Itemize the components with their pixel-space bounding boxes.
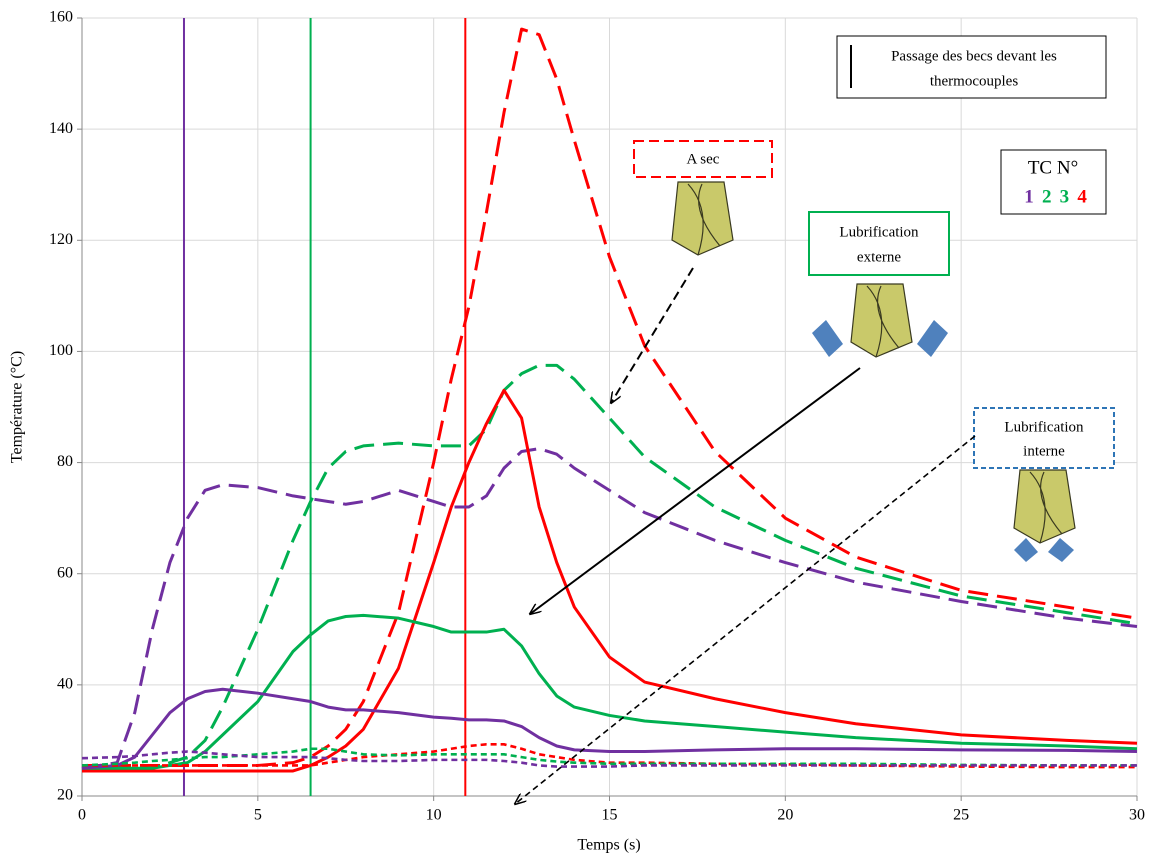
series-line — [81, 750, 1137, 768]
x-tick-label: 20 — [777, 807, 793, 824]
box — [808, 211, 950, 276]
annotation-text: Lubrification — [1004, 419, 1084, 435]
nozzle — [1014, 538, 1038, 562]
nozzle — [917, 320, 948, 357]
drill-flute — [1029, 471, 1063, 544]
drill-flute — [866, 285, 900, 358]
series-line — [81, 747, 1137, 767]
x-tick-label: 10 — [426, 807, 442, 824]
annotation-text: interne — [1023, 443, 1065, 459]
annotation-text: A sec — [687, 151, 720, 167]
x-tick-label: 5 — [254, 807, 262, 824]
annotation-text: Passage des becs devant les — [891, 48, 1057, 64]
arrow — [530, 367, 861, 614]
y-tick-label: 140 — [49, 120, 73, 137]
drill-flute — [687, 183, 721, 256]
drill-icon — [1013, 469, 1076, 562]
y-tick-label: 80 — [57, 453, 73, 470]
legend-label: 1 — [1024, 186, 1034, 207]
x-tick-label: 15 — [602, 807, 618, 824]
series-line — [82, 388, 1138, 773]
y-tick-label: 100 — [49, 342, 73, 359]
x-tick-label: 25 — [953, 807, 969, 824]
series-line — [81, 447, 1138, 770]
y-tick-label: 40 — [57, 676, 73, 693]
nozzle — [812, 320, 843, 357]
series-line — [82, 363, 1138, 770]
x-axis-label: Temps (s) — [577, 837, 640, 854]
x-tick-label: 0 — [78, 807, 86, 824]
sec-box: A sec — [633, 140, 773, 256]
y-tick-label: 160 — [49, 9, 73, 26]
annotation-text: Lubrification — [839, 224, 919, 240]
y-tick-label: 20 — [57, 787, 73, 804]
interne-box: Lubrification interne — [973, 407, 1115, 562]
series-line — [81, 687, 1138, 770]
y-tick-label: 120 — [49, 231, 73, 248]
arrow — [611, 267, 694, 403]
nozzle — [1048, 538, 1074, 562]
legend-label: 4 — [1077, 186, 1087, 207]
grid: 20 40 60 80 100 120 140 160 0 5 10 15 20 25 30 — [49, 9, 1145, 824]
plot — [81, 18, 1138, 796]
legend-title: TC N° — [1028, 157, 1078, 178]
annotation-text: externe — [857, 249, 901, 265]
arrow — [515, 435, 976, 804]
series-line — [82, 27, 1138, 767]
passage-box: Passage des becs devant les thermocouple… — [836, 35, 1107, 99]
legend-label: 3 — [1060, 186, 1070, 207]
drill-icon — [671, 181, 734, 256]
externe-box: Lubrification externe — [808, 211, 950, 358]
box — [633, 140, 773, 178]
drill-icon — [812, 283, 948, 358]
legend-label: 2 — [1042, 186, 1052, 207]
x-tick-label: 30 — [1129, 807, 1145, 824]
box — [1000, 149, 1107, 215]
box — [836, 35, 1107, 99]
annotation-text: thermocouples — [930, 73, 1018, 89]
series-line — [82, 613, 1138, 770]
y-tick-label: 60 — [57, 564, 73, 581]
box — [973, 407, 1115, 469]
y-axis-label: Température (°C) — [9, 351, 26, 463]
